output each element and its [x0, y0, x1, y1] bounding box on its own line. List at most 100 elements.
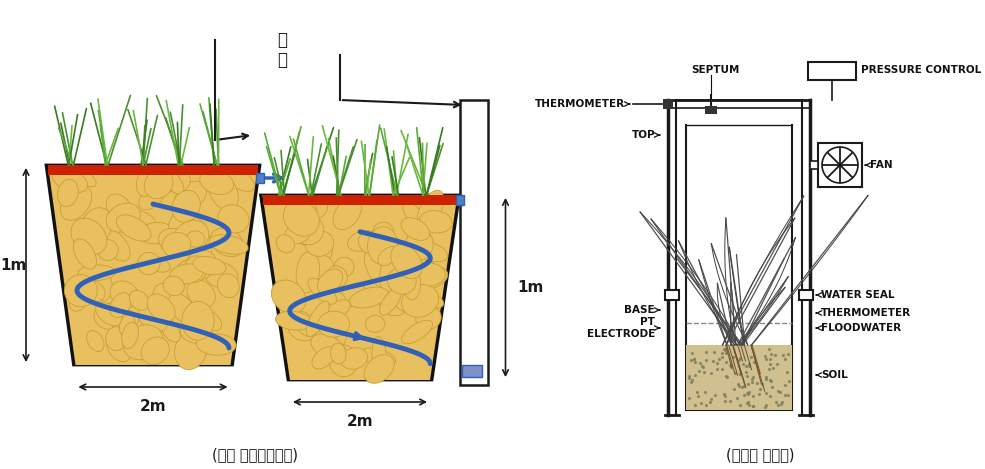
Ellipse shape: [420, 211, 452, 233]
Ellipse shape: [367, 227, 398, 265]
Ellipse shape: [106, 203, 140, 232]
Ellipse shape: [317, 241, 333, 264]
Text: PT
ELECTRODE: PT ELECTRODE: [587, 317, 655, 339]
Ellipse shape: [180, 321, 212, 343]
Ellipse shape: [416, 306, 441, 330]
Ellipse shape: [87, 272, 108, 298]
Ellipse shape: [57, 179, 78, 207]
Ellipse shape: [174, 330, 207, 370]
FancyBboxPatch shape: [665, 290, 679, 300]
Ellipse shape: [221, 166, 254, 191]
Ellipse shape: [378, 246, 399, 265]
Ellipse shape: [330, 343, 346, 364]
Ellipse shape: [175, 217, 207, 250]
Ellipse shape: [329, 345, 358, 377]
Ellipse shape: [382, 270, 406, 296]
Ellipse shape: [359, 232, 381, 254]
Ellipse shape: [183, 296, 203, 317]
Ellipse shape: [288, 318, 315, 341]
FancyBboxPatch shape: [686, 345, 792, 410]
Text: THERMOMETER: THERMOMETER: [821, 308, 911, 318]
Ellipse shape: [379, 288, 401, 315]
Ellipse shape: [184, 256, 207, 282]
Ellipse shape: [164, 168, 190, 193]
FancyBboxPatch shape: [48, 165, 258, 175]
Text: FLOODWATER: FLOODWATER: [821, 323, 901, 333]
Ellipse shape: [71, 218, 106, 255]
Ellipse shape: [138, 252, 161, 274]
Ellipse shape: [78, 265, 115, 280]
Ellipse shape: [111, 310, 138, 331]
Ellipse shape: [406, 229, 433, 260]
Ellipse shape: [204, 262, 238, 288]
Ellipse shape: [98, 240, 118, 260]
Ellipse shape: [364, 251, 387, 287]
Ellipse shape: [172, 220, 209, 255]
Ellipse shape: [105, 327, 127, 350]
Ellipse shape: [168, 204, 196, 234]
Ellipse shape: [317, 269, 343, 294]
FancyBboxPatch shape: [462, 365, 482, 377]
Ellipse shape: [365, 316, 385, 333]
Ellipse shape: [410, 241, 448, 262]
Ellipse shape: [96, 303, 122, 326]
Ellipse shape: [93, 268, 112, 301]
Ellipse shape: [101, 229, 130, 261]
Text: FAN: FAN: [870, 160, 892, 170]
Ellipse shape: [186, 231, 205, 247]
Ellipse shape: [153, 283, 173, 304]
Ellipse shape: [136, 166, 158, 197]
Ellipse shape: [162, 169, 184, 194]
Text: THERMOMETER: THERMOMETER: [535, 99, 625, 109]
Ellipse shape: [295, 311, 317, 337]
Ellipse shape: [182, 302, 214, 340]
Text: (체임버 구성도): (체임버 구성도): [726, 447, 794, 462]
Ellipse shape: [164, 276, 184, 295]
Ellipse shape: [289, 207, 310, 246]
Ellipse shape: [109, 293, 131, 318]
Ellipse shape: [403, 263, 421, 300]
Ellipse shape: [327, 320, 347, 351]
Ellipse shape: [333, 197, 361, 230]
FancyBboxPatch shape: [455, 195, 464, 205]
Ellipse shape: [272, 280, 306, 314]
Text: SOIL: SOIL: [821, 370, 848, 380]
Ellipse shape: [401, 218, 429, 241]
Ellipse shape: [403, 203, 425, 226]
Polygon shape: [48, 165, 258, 365]
Ellipse shape: [60, 186, 92, 220]
Text: PRESSURE CONTROL: PRESSURE CONTROL: [861, 65, 981, 75]
Ellipse shape: [296, 198, 317, 222]
Text: 1m: 1m: [1, 257, 28, 272]
Ellipse shape: [218, 274, 239, 298]
Ellipse shape: [391, 244, 423, 279]
Ellipse shape: [110, 281, 139, 308]
Ellipse shape: [64, 275, 98, 307]
Ellipse shape: [392, 280, 425, 312]
FancyBboxPatch shape: [459, 100, 488, 385]
Ellipse shape: [129, 290, 150, 310]
Ellipse shape: [377, 254, 408, 288]
Ellipse shape: [199, 310, 222, 331]
Ellipse shape: [304, 198, 328, 220]
Ellipse shape: [66, 166, 97, 187]
Ellipse shape: [418, 293, 443, 309]
Ellipse shape: [139, 222, 173, 244]
Ellipse shape: [284, 200, 319, 236]
Ellipse shape: [120, 210, 156, 230]
Ellipse shape: [209, 234, 248, 254]
Ellipse shape: [159, 228, 191, 254]
Ellipse shape: [74, 279, 105, 302]
Ellipse shape: [87, 331, 104, 351]
Ellipse shape: [372, 337, 386, 378]
Ellipse shape: [69, 283, 91, 311]
Ellipse shape: [379, 261, 400, 302]
Ellipse shape: [285, 224, 310, 244]
Ellipse shape: [350, 287, 388, 308]
FancyBboxPatch shape: [818, 143, 862, 187]
Ellipse shape: [276, 234, 295, 253]
Ellipse shape: [163, 232, 191, 257]
Ellipse shape: [325, 293, 346, 312]
Ellipse shape: [384, 237, 401, 256]
Ellipse shape: [296, 251, 319, 293]
